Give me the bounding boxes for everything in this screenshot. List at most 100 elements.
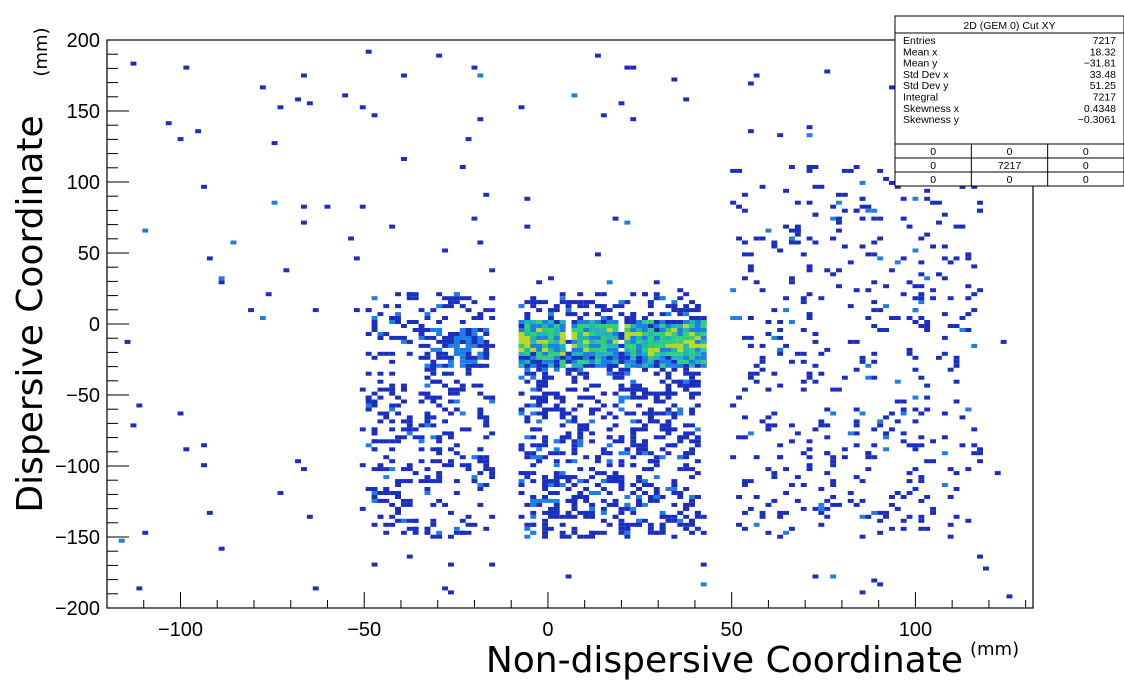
histogram-cell [524, 196, 531, 201]
histogram-cell [401, 73, 407, 78]
histogram-cell [536, 363, 543, 368]
histogram-cell [477, 73, 484, 78]
histogram-cell [548, 506, 554, 511]
histogram-cell [430, 479, 437, 484]
histogram-cell [747, 479, 754, 484]
histogram-cell [371, 427, 378, 432]
histogram-cell [565, 534, 572, 539]
histogram-cell [577, 435, 584, 440]
histogram-cell [483, 435, 490, 440]
histogram-cell [389, 502, 396, 507]
histogram-cell [195, 129, 202, 134]
histogram-cell [453, 343, 460, 348]
histogram-cell [653, 495, 660, 499]
histogram-cell [759, 510, 766, 515]
histogram-cell [606, 463, 613, 468]
histogram-cell [624, 363, 631, 368]
histogram-cell [930, 200, 936, 205]
histogram-cell [647, 530, 654, 535]
histogram-cell [401, 383, 407, 388]
histogram-cell [606, 359, 613, 364]
histogram-cell [589, 320, 595, 324]
histogram-cell [806, 200, 813, 205]
histogram-cell [812, 165, 819, 169]
histogram-cell [448, 399, 454, 404]
histogram-cell [630, 435, 637, 440]
histogram-cell [359, 105, 366, 110]
histogram-cell [665, 375, 672, 380]
histogram-cell [818, 423, 825, 428]
histogram-cell [395, 479, 401, 484]
histogram-cell [630, 292, 637, 297]
histogram-cell [553, 391, 560, 396]
histogram-cell [777, 514, 784, 519]
histogram-cell [653, 475, 660, 480]
histogram-cell [612, 332, 619, 336]
histogram-cell [924, 383, 931, 388]
histogram-cell [618, 312, 625, 317]
histogram-cell [883, 284, 889, 289]
histogram-cell [448, 431, 454, 436]
histogram-cell [595, 471, 601, 476]
x-tick-label: 100 [899, 619, 932, 641]
histogram-cell [553, 491, 560, 495]
histogram-cell [371, 391, 378, 396]
histogram-cell [818, 419, 825, 424]
histogram-cell [412, 518, 419, 523]
histogram-cell [647, 304, 654, 309]
histogram-cell [424, 419, 431, 424]
histogram-cell [583, 335, 590, 340]
histogram-cell [830, 411, 837, 416]
histogram-cell [818, 506, 825, 511]
histogram-cell [395, 435, 401, 440]
histogram-cell [465, 328, 472, 332]
histogram-cell [571, 498, 578, 503]
histogram-cell [994, 471, 1001, 476]
histogram-cell [201, 184, 207, 189]
histogram-cell [395, 439, 401, 444]
histogram-cell [577, 332, 584, 336]
histogram-cell [653, 399, 660, 404]
histogram-cell [877, 419, 884, 424]
histogram-cell [630, 363, 637, 368]
histogram-cell [206, 256, 213, 261]
histogram-cell [642, 443, 648, 448]
histogram-cell [853, 443, 860, 448]
histogram-cell [606, 339, 613, 344]
histogram-cell [377, 379, 384, 384]
histogram-cell [606, 308, 613, 313]
histogram-cell [124, 339, 131, 344]
histogram-cell [471, 328, 478, 332]
histogram-cell [665, 451, 672, 456]
histogram-cell [365, 308, 372, 313]
histogram-cell [424, 367, 431, 372]
y-tick-label: −150 [55, 527, 100, 549]
histogram-cell [918, 300, 925, 305]
histogram-cell [459, 455, 466, 460]
histogram-cell [536, 455, 543, 460]
histogram-cell [477, 471, 484, 476]
histogram-cell [624, 447, 631, 452]
histogram-cell [548, 343, 554, 348]
histogram-cell [777, 443, 784, 448]
histogram-cell [524, 522, 531, 527]
histogram-cell [536, 324, 543, 328]
histogram-cell [553, 335, 560, 340]
histogram-cell [548, 375, 554, 380]
histogram-cell [659, 391, 666, 396]
histogram-cell [930, 296, 936, 301]
histogram-cell [912, 248, 919, 253]
histogram-cell [606, 343, 613, 348]
histogram-cell [459, 363, 466, 368]
histogram-cell [689, 439, 695, 444]
histogram-cell [871, 443, 878, 448]
histogram-cell [453, 451, 460, 456]
stats-row-label: Std Dev y [903, 80, 949, 92]
histogram-cell [918, 284, 925, 289]
histogram-cell [571, 526, 578, 531]
histogram-cell [577, 304, 584, 309]
histogram-cell [377, 491, 384, 495]
histogram-cell [894, 491, 901, 495]
histogram-cell [953, 359, 960, 364]
histogram-cell [595, 332, 601, 336]
